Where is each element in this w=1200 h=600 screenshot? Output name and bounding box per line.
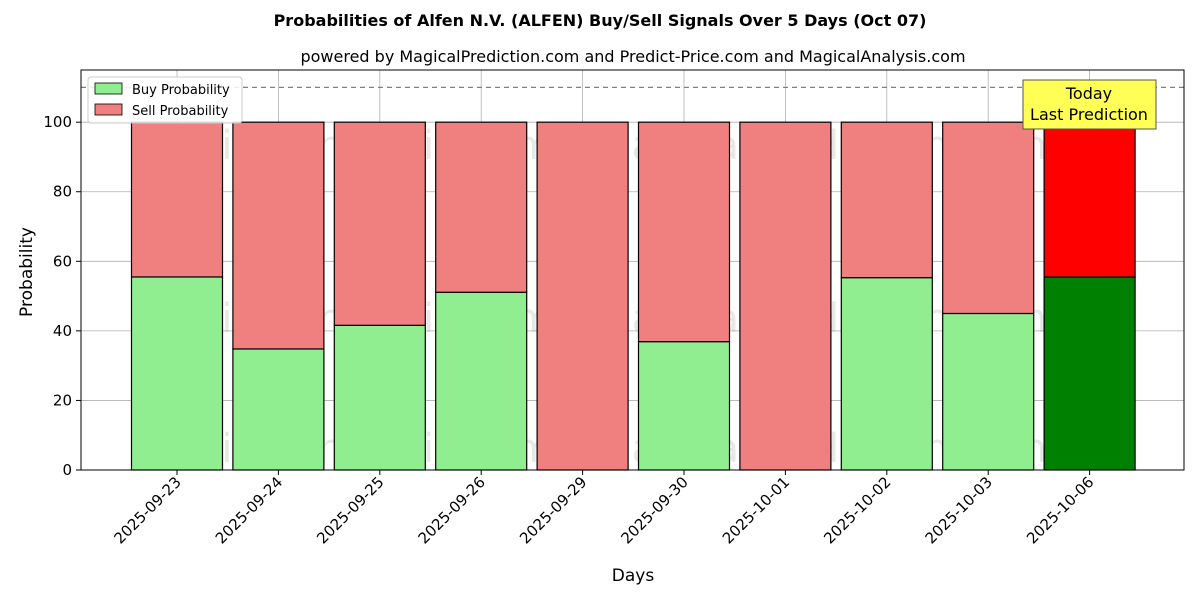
x-tick-label: 2025-09-23 [110,473,184,547]
chart-subtitle: powered by MagicalPrediction.com and Pre… [300,47,965,66]
x-tick-label: 2025-10-01 [719,473,793,547]
today-annotation: Today Last Prediction [1022,79,1157,130]
buy-bar [637,341,731,471]
x-tick-label: 2025-10-03 [922,473,996,547]
sell-bar [333,121,426,326]
sell-bar [942,121,1035,315]
y-tick-label: 80 [53,183,72,201]
buy-bar [232,348,325,471]
sell-bar [536,121,629,471]
y-tick-label: 60 [53,252,72,270]
y-tick-label: 100 [43,113,72,131]
x-axis-label: Days [612,566,655,586]
buy-bar [333,324,426,471]
legend-box [87,76,243,124]
legend: Buy Probability Sell Probability [87,76,243,124]
x-tick-label: 2025-10-02 [820,473,894,547]
today-annotation-box [1022,79,1157,130]
y-axis-label: Probability [17,227,37,317]
x-tick-label: 2025-09-24 [212,473,286,547]
today-label: Today [1065,84,1112,103]
x-tick-label: 2025-09-29 [516,473,590,547]
x-tick-label: 2025-09-30 [617,473,691,547]
sell-bar [1043,121,1136,278]
y-tick-label: 0 [62,461,72,479]
legend-sell-label: Sell Probability [132,104,229,119]
buy-bar [840,277,933,471]
buy-bar [1043,276,1136,471]
x-tick-label: 2025-09-26 [415,473,489,547]
sell-bar [637,121,731,343]
sell-bar [130,121,224,278]
y-tick-label: 20 [53,391,72,409]
legend-sell-swatch [94,103,123,116]
chart-title: Probabilities of Alfen N.V. (ALFEN) Buy/… [274,11,927,30]
buy-bar [942,312,1035,471]
legend-buy-swatch [94,82,123,95]
buy-bar [130,276,224,471]
sell-bar [232,121,325,350]
legend-buy-label: Buy Probability [132,83,230,98]
sell-bar [739,121,832,471]
x-tick-label: 2025-09-25 [313,473,387,547]
y-tick-label: 40 [53,322,72,340]
sell-bar [840,121,933,279]
sell-bar [435,121,528,293]
x-tick-label: 2025-10-06 [1023,473,1097,547]
plot-frame [80,69,1185,471]
last-prediction-label: Last Prediction [1030,105,1148,124]
bars [130,121,1136,471]
buy-bar [435,291,528,471]
